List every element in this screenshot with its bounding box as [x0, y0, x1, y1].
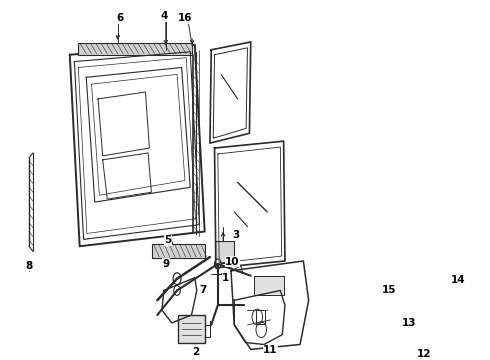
Circle shape [215, 259, 221, 269]
Bar [78, 43, 192, 55]
Text: 6: 6 [116, 13, 123, 23]
Text: 13: 13 [401, 318, 416, 328]
Bar [178, 315, 205, 342]
Text: 1: 1 [222, 273, 229, 283]
Text: 10: 10 [225, 257, 240, 267]
Text: 12: 12 [417, 349, 432, 359]
Circle shape [173, 273, 181, 284]
Text: 4: 4 [161, 12, 168, 21]
Text: 3: 3 [232, 230, 239, 240]
Bar [256, 310, 265, 324]
Bar [215, 241, 234, 263]
Text: 16: 16 [178, 13, 192, 23]
Text: 11: 11 [263, 345, 278, 355]
Text: 15: 15 [382, 285, 396, 296]
Text: 7: 7 [199, 285, 207, 296]
Bar [407, 325, 441, 350]
Text: 2: 2 [192, 347, 199, 357]
Text: 9: 9 [162, 259, 170, 269]
Text: 8: 8 [25, 261, 33, 271]
Text: 14: 14 [451, 275, 465, 285]
Circle shape [174, 285, 180, 295]
Bar [254, 276, 284, 295]
Text: 5: 5 [164, 235, 171, 246]
Bar [152, 244, 205, 258]
